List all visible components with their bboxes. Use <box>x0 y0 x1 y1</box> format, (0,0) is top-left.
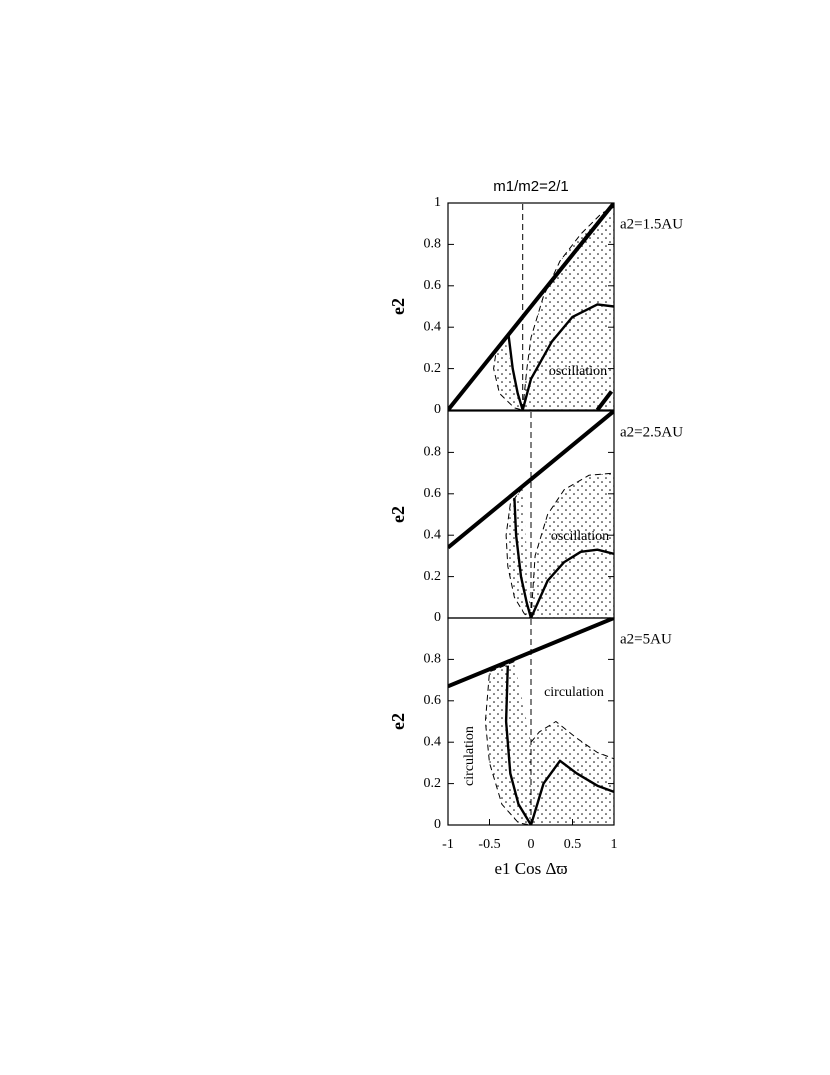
panel-label: a2=5AU <box>620 631 672 647</box>
y-tick-label: 0.6 <box>424 693 442 708</box>
plot-area <box>448 203 614 410</box>
y-tick-label: 0.2 <box>424 361 442 376</box>
x-tick-label: 0.5 <box>564 837 582 852</box>
y-axis-label: e2 <box>388 298 408 315</box>
line-dashed <box>530 721 614 760</box>
shaded-region <box>485 661 614 825</box>
panel-frame <box>447 202 615 411</box>
plot-area <box>448 618 614 825</box>
y-tick-label: 0 <box>434 402 441 417</box>
y-tick-label: 0.8 <box>424 445 442 460</box>
x-tick-label: 0 <box>528 837 535 852</box>
plot-area <box>448 411 614 618</box>
annotation: circulation <box>544 685 604 700</box>
shaded-region <box>493 207 614 410</box>
line-solid <box>521 303 614 410</box>
line-thick <box>595 390 614 410</box>
line-dashed <box>530 472 614 618</box>
line-thick <box>448 411 614 550</box>
line-solid <box>507 335 524 410</box>
y-tick-label: 0.8 <box>424 237 442 252</box>
line-solid <box>513 497 533 618</box>
panel-label: a2=2.5AU <box>620 424 683 440</box>
y-tick-label: 0.4 <box>424 734 442 749</box>
y-tick-label: 0.2 <box>424 776 442 791</box>
y-tick-label: 1 <box>434 195 441 210</box>
y-tick-label: 0.4 <box>424 527 442 542</box>
annotation: oscillation <box>551 529 609 544</box>
shaded-region <box>506 473 614 618</box>
x-axis-label: e1 Cos Δϖ <box>494 859 567 878</box>
x-tick-label: -0.5 <box>478 837 500 852</box>
panel-label: a2=1.5AU <box>620 216 683 232</box>
line-dashed <box>522 206 614 410</box>
line-dashed <box>505 487 532 618</box>
y-tick-label: 0.4 <box>424 319 442 334</box>
y-axis-label: e2 <box>388 506 408 523</box>
y-axis-label: e2 <box>388 713 408 730</box>
line-solid <box>529 759 614 825</box>
chart-title: m1/m2=2/1 <box>493 178 568 195</box>
line-dashed <box>493 337 523 410</box>
annotation: oscillation <box>549 364 607 379</box>
y-tick-label: 0.8 <box>424 652 442 667</box>
annotation: circulation <box>462 726 477 786</box>
line-solid <box>529 548 614 618</box>
x-tick-label: 1 <box>611 837 618 852</box>
line-solid <box>504 665 533 825</box>
y-tick-label: 0 <box>434 817 441 832</box>
y-tick-label: 0.6 <box>424 278 442 293</box>
x-tick-label: -1 <box>442 837 454 852</box>
line-thick <box>448 203 614 410</box>
y-tick-label: 0.2 <box>424 569 442 584</box>
y-tick-label: 0 <box>434 610 441 625</box>
y-tick-label: 0.6 <box>424 486 442 501</box>
